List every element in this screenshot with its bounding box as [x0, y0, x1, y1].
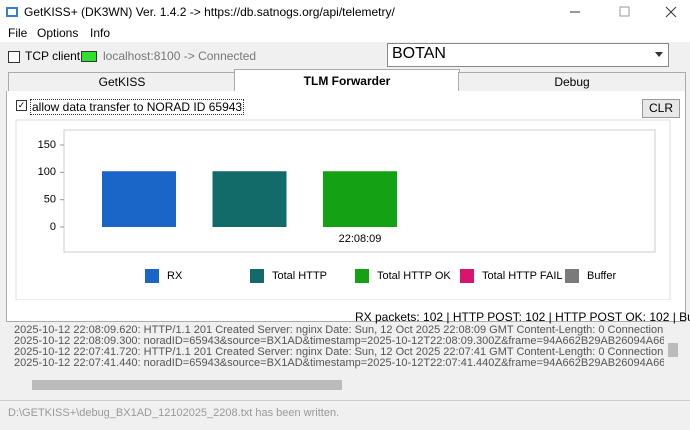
window-controls[interactable]: [560, 4, 686, 20]
y-tick-label: 0: [50, 221, 56, 233]
status-separator: [0, 400, 690, 401]
status-led: [81, 51, 97, 62]
y-tick-label: 50: [44, 194, 56, 206]
tcp-client-label: TCP client: [25, 49, 81, 63]
tab-active[interactable]: TLM Forwarder: [234, 69, 460, 92]
log-line: 2025-10-12 22:07:41.720: HTTP/1.1 201 Cr…: [14, 346, 664, 358]
bar: [212, 171, 287, 227]
legend-label: Total HTTP FAIL: [482, 270, 563, 282]
clear-button[interactable]: CLR: [642, 99, 680, 118]
log-line: 2025-10-12 22:08:09.620: HTTP/1.1 201 Cr…: [14, 325, 664, 336]
stats-line: RX packets: 102 | HTTP POST: 102 | HTTP …: [355, 310, 690, 324]
checkbox[interactable]: [8, 51, 20, 63]
log-line: 2025-10-12 22:07:41.440: noradID=65943&s…: [14, 357, 664, 369]
legend-swatch: [355, 269, 369, 283]
y-tick-label: 100: [38, 166, 56, 178]
v-scrollbar[interactable]: [666, 325, 680, 375]
log-view: 2025-10-12 22:08:09.620: HTTP/1.1 201 Cr…: [14, 325, 664, 375]
legend-swatch: [565, 269, 579, 283]
connection-status: localhost:8100 -> Connected: [103, 49, 257, 63]
legend-label: Buffer: [587, 270, 616, 282]
menu-bar: [0, 24, 690, 42]
legend-label: RX: [167, 270, 183, 282]
menu-item[interactable]: Info: [90, 26, 111, 40]
app-icon: [6, 7, 18, 17]
satellite-select[interactable]: [387, 43, 669, 67]
legend-label: Total HTTP OK: [377, 270, 451, 282]
dropdown-arrow: [655, 52, 663, 57]
menu-item[interactable]: Options: [37, 26, 79, 40]
h-scrollbar[interactable]: [14, 378, 666, 392]
y-tick-label: 150: [38, 139, 56, 151]
legend-label: Total HTTP: [272, 270, 327, 282]
bar: [102, 171, 176, 227]
chart: 0 50 100 150 22:08:09 RX Total HTTP Total HTTP …: [15, 119, 671, 300]
checkbox-checked[interactable]: ✓: [16, 100, 27, 111]
legend-swatch: [460, 269, 474, 283]
footer-status: D:\GETKISS+\debug_BX1AD_12102025_2208.tx…: [8, 407, 340, 419]
bar: [323, 171, 397, 227]
allow-transfer-label: allow data transfer to NORAD ID 65943: [30, 99, 245, 115]
log-line: 2025-10-12 22:08:09.300: noradID=65943&s…: [14, 335, 664, 347]
x-tick-label: 22:08:09: [339, 233, 382, 245]
legend-swatch: [250, 269, 264, 283]
window-title: GetKISS+ (DK3WN) Ver. 1.4.2 -> https://d…: [24, 5, 395, 19]
legend-swatch: [145, 269, 159, 283]
menu-item[interactable]: File: [8, 26, 28, 40]
satellite-name: BOTAN: [392, 45, 446, 62]
